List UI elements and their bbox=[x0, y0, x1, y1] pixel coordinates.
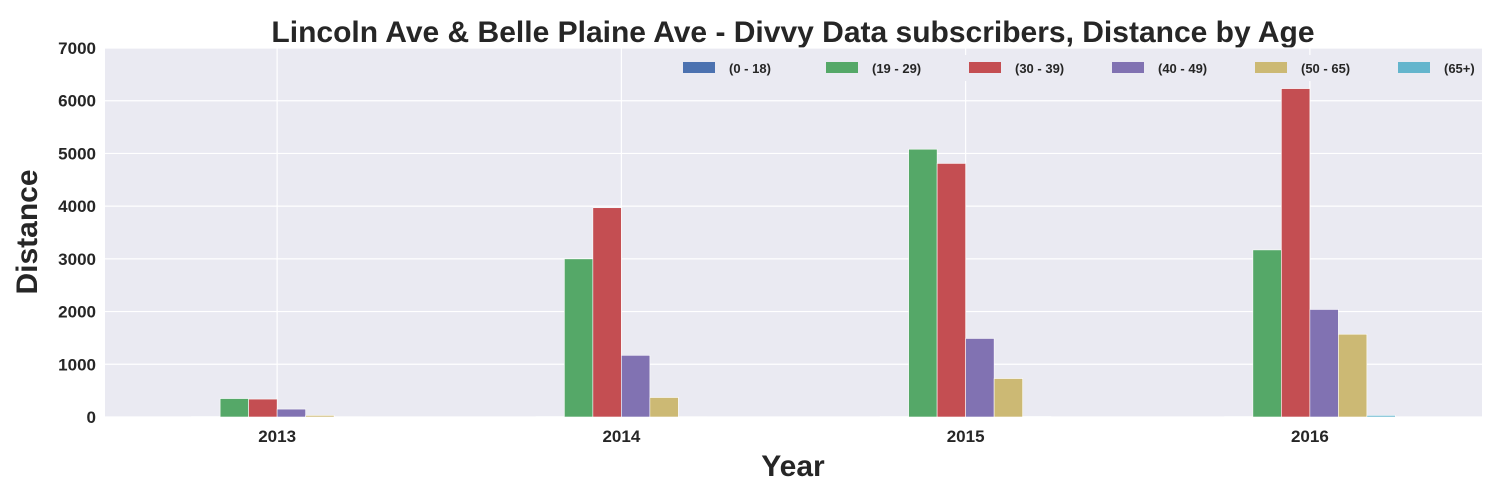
legend-label: (0 - 18) bbox=[729, 61, 771, 76]
y-tick-label: 2000 bbox=[58, 303, 96, 322]
legend-label: (50 - 65) bbox=[1301, 61, 1350, 76]
bar bbox=[1309, 309, 1339, 418]
bar bbox=[879, 416, 909, 418]
y-axis-label: Distance bbox=[11, 169, 44, 294]
y-tick-label: 5000 bbox=[58, 144, 96, 163]
bar bbox=[1022, 416, 1052, 418]
bar bbox=[592, 207, 622, 418]
legend-swatch bbox=[683, 62, 715, 73]
legend-swatch bbox=[1398, 62, 1430, 73]
plot-area: 0 1000 2000 3000 4000 5000 6000 7000 2013 2014 201… bbox=[58, 39, 1482, 446]
legend-label: (40 - 49) bbox=[1158, 61, 1207, 76]
legend-label: (65+) bbox=[1444, 61, 1475, 76]
x-tick-label: 2013 bbox=[258, 427, 296, 446]
bar bbox=[535, 416, 565, 418]
bar bbox=[649, 397, 679, 418]
legend-label: (30 - 39) bbox=[1015, 61, 1064, 76]
bar bbox=[621, 355, 651, 418]
legend-swatch bbox=[826, 62, 858, 73]
bar bbox=[908, 148, 938, 418]
bar bbox=[965, 338, 995, 418]
x-tick-label: 2016 bbox=[1291, 427, 1329, 446]
y-tick-label: 6000 bbox=[58, 92, 96, 111]
bar bbox=[248, 398, 278, 418]
x-tick-label: 2015 bbox=[947, 427, 985, 446]
bar bbox=[564, 258, 594, 418]
y-tick-label: 1000 bbox=[58, 355, 96, 374]
bar bbox=[1338, 333, 1368, 418]
x-axis-label: Year bbox=[761, 450, 825, 483]
legend-swatch bbox=[1255, 62, 1287, 73]
legend-swatch bbox=[1112, 62, 1144, 73]
bar bbox=[191, 416, 221, 418]
legend: (0 - 18) (19 - 29) (30 - 39) (40 - 49) (50 -… bbox=[675, 55, 1480, 81]
bar bbox=[276, 408, 306, 418]
legend-box bbox=[675, 55, 1480, 81]
legend-swatch bbox=[969, 62, 1001, 73]
y-tick-label: 0 bbox=[87, 408, 96, 427]
x-tick-label: 2014 bbox=[602, 427, 640, 446]
chart-title: Lincoln Ave & Belle Plaine Ave - Divvy D… bbox=[271, 16, 1314, 49]
bar bbox=[1252, 249, 1282, 418]
plot-background bbox=[105, 48, 1482, 417]
bar bbox=[305, 415, 335, 418]
y-tick-label: 7000 bbox=[58, 39, 96, 58]
bar bbox=[219, 398, 249, 418]
bar bbox=[1224, 416, 1254, 418]
y-tick-label: 4000 bbox=[58, 197, 96, 216]
y-tick-label: 3000 bbox=[58, 250, 96, 269]
bar bbox=[936, 163, 966, 418]
bar bbox=[993, 378, 1023, 418]
bar bbox=[1281, 88, 1311, 418]
legend-label: (19 - 29) bbox=[872, 61, 921, 76]
bar bbox=[1366, 415, 1396, 418]
